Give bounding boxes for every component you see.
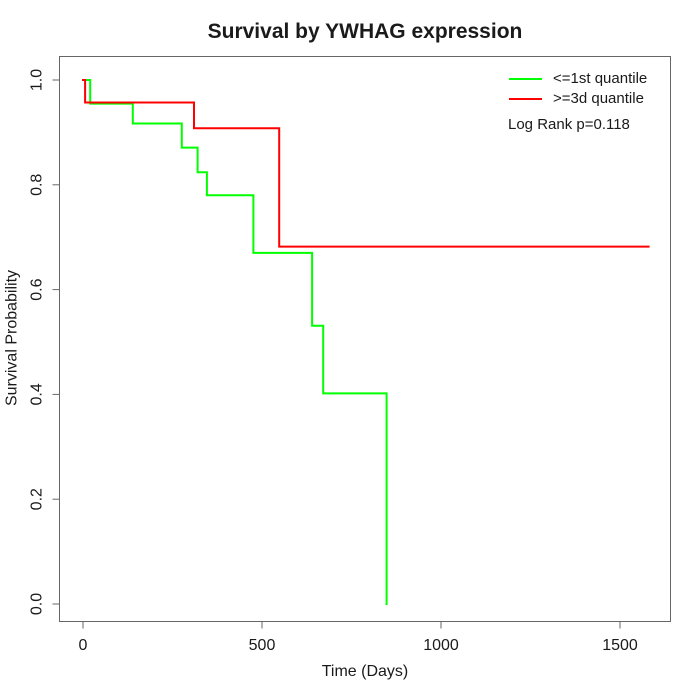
x-axis-tick-label: 1500 (602, 637, 638, 654)
x-axis-tick-label: 0 (79, 637, 88, 654)
y-axis-tick-label: 1.0 (29, 69, 46, 91)
x-axis-title: Time (Days) (322, 663, 409, 680)
y-axis-tick-label: 0.6 (29, 278, 46, 300)
survival-curve-0 (82, 79, 388, 605)
survival-curve-1 (82, 79, 650, 248)
y-axis-title: Survival Probability (4, 270, 21, 406)
chart-title: Survival by YWHAG expression (208, 20, 523, 43)
x-axis-tick-label: 1000 (423, 637, 459, 654)
curves-layer (82, 79, 650, 605)
y-axis-tick-label: 0.8 (29, 174, 46, 196)
y-axis-tick-label: 0.4 (29, 383, 46, 405)
axes-layer: 0 500 1000 1500 0.0 0.2 0.4 0.6 0.8 1.0 (29, 56, 671, 654)
x-axis-tick-label: 500 (249, 637, 276, 654)
y-axis-tick-label: 0.0 (29, 593, 46, 615)
y-axis-tick-label: 0.2 (29, 488, 46, 510)
plot-box (59, 56, 671, 622)
